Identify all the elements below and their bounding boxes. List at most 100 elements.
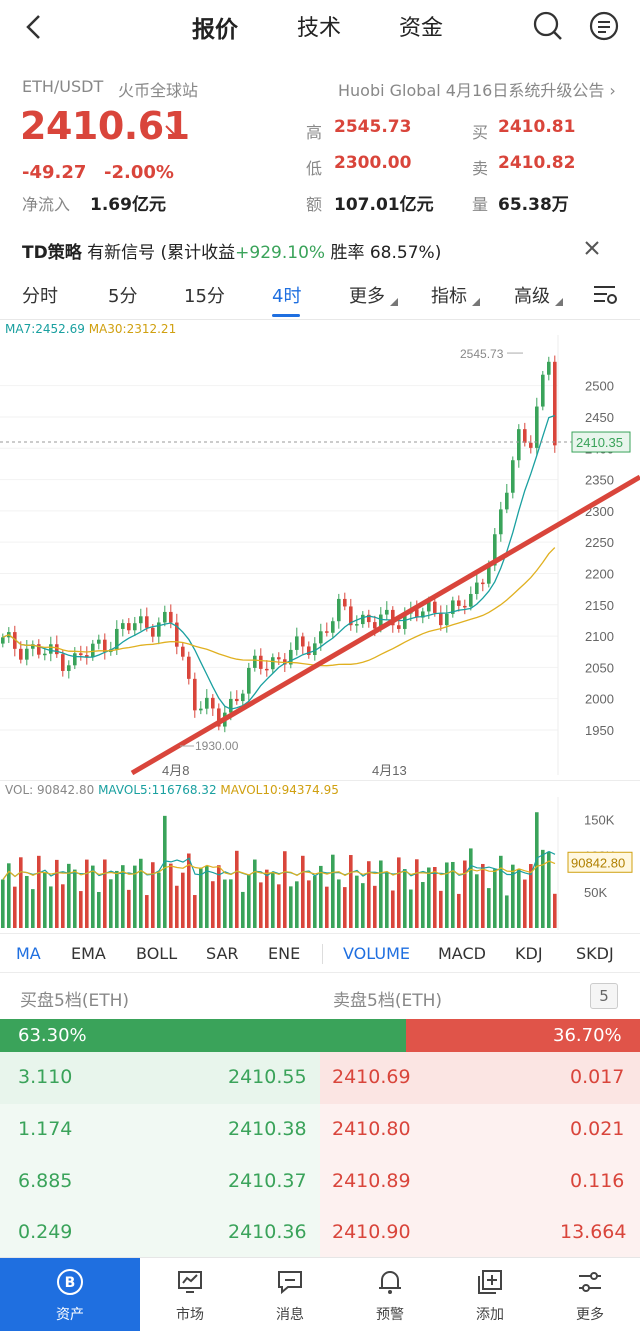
candle [67,665,71,671]
indicator-macd[interactable]: MACD [438,944,486,963]
tab-more[interactable]: 更多 [349,286,385,307]
market-chart-icon [178,1271,202,1293]
depth-selector[interactable]: 5 [590,983,618,1009]
bid-ratio-bar [0,1019,406,1052]
candle [205,697,209,709]
ask-price: 2410.69 [332,1066,411,1088]
candle [523,429,527,443]
orderbook-row[interactable]: 1.174 2410.38 2410.80 0.021 [0,1104,640,1156]
candle [511,460,515,493]
orderbook-row[interactable]: 6.885 2410.37 2410.89 0.116 [0,1156,640,1208]
sliders-icon [579,1272,601,1292]
indicator-sar[interactable]: SAR [206,944,239,963]
ask-title: 卖盘5档(ETH) [333,991,442,1011]
volume-bar [163,815,167,928]
volume-bar [463,860,467,928]
candle [31,644,35,649]
trendline [130,474,640,776]
tab-quote[interactable]: 报价 [192,17,238,43]
bid-qty: 6.885 [18,1170,73,1192]
candle [157,622,161,637]
sell-value: 2410.82 [498,153,576,173]
volume-bar [391,890,395,928]
nav-market[interactable]: 市场 [140,1258,240,1331]
indicator-skdj[interactable]: SKDJ [576,944,614,963]
indicator-kdj[interactable]: KDJ [515,944,543,963]
sell-label: 卖 [472,159,489,178]
volume-bar [457,893,461,928]
volume-bar [427,867,431,928]
tab-funds[interactable]: 资金 [399,16,444,41]
divider [0,933,640,934]
volume-bar [85,859,89,928]
candle [61,654,65,671]
candle [553,361,557,446]
indicator-ma[interactable]: MA [16,944,41,963]
nav-label: 资产 [56,1307,84,1323]
price-chart[interactable]: 1950200020502100215022002250230023502400… [0,335,640,780]
candle [79,653,83,656]
candle [139,616,143,624]
td-strategy-banner[interactable]: TD策略 有新信号 (累计收益+929.10% 胜率 68.57%) [22,238,441,263]
menu-icon[interactable] [588,10,620,42]
volume-value: 65.38万 [498,195,569,215]
indicator-ene[interactable]: ENE [268,944,301,963]
tab-15min[interactable]: 15分 [184,286,225,307]
volume-bar [313,876,317,928]
volume-bar [199,867,203,928]
volume-bar [493,869,497,928]
notice-link[interactable]: Huobi Global 4月16日系统升级公告 › [338,77,616,101]
candle [247,667,251,694]
tab-indicators[interactable]: 指标 [431,286,467,307]
indicator-volume[interactable]: VOLUME [343,944,410,963]
indicator-ema[interactable]: EMA [71,944,106,963]
buy-label: 买 [472,123,489,142]
chevron-right-icon: › [609,81,616,100]
bottom-nav: B 资产 市场 消息 预警 添加 [0,1257,640,1331]
volume-bar [307,880,311,928]
candle [457,600,461,606]
close-icon[interactable] [583,239,601,257]
candle [163,611,167,623]
chart-settings-icon[interactable] [591,281,619,307]
ask-ratio-bar [406,1019,640,1052]
orderbook-row[interactable]: 0.249 2410.36 2410.90 13.664 [0,1207,640,1259]
ask-price: 2410.80 [332,1118,411,1140]
volume-bar [373,885,377,928]
tab-advanced[interactable]: 高级 [514,286,550,307]
y-tick-label: 2350 [585,473,614,488]
orderbook-row[interactable]: 3.110 2410.55 2410.69 0.017 [0,1052,640,1104]
tab-timeshare[interactable]: 分时 [22,286,58,307]
tab-5min[interactable]: 5分 [108,286,138,307]
volume-bar [385,872,389,928]
volume-bar [253,859,257,928]
nav-label: 更多 [576,1307,604,1323]
y-tick-label: 2150 [585,598,614,613]
nav-add[interactable]: 添加 [440,1258,540,1331]
vol-tick-label: 150K [584,812,615,827]
volume-bar [127,889,131,928]
volume-bar [553,893,557,928]
candle [493,534,497,566]
divider [0,972,640,973]
candle [373,622,377,629]
volume-chart[interactable]: 50K100K150K90842.80 [0,797,640,930]
message-icon [278,1271,302,1295]
volume-bar [523,879,527,928]
nav-more[interactable]: 更多 [540,1258,640,1331]
volume-bar [157,872,161,928]
tab-4h[interactable]: 4时 [272,286,302,307]
volume-bar [301,855,305,928]
volume-bar [223,879,227,928]
volume-bar [331,854,335,928]
back-icon[interactable] [22,12,46,42]
nav-assets[interactable]: B 资产 [0,1258,140,1331]
nav-alerts[interactable]: 预警 [340,1258,440,1331]
ask-price: 2410.90 [332,1221,411,1243]
nav-messages[interactable]: 消息 [240,1258,340,1331]
indicator-boll[interactable]: BOLL [136,944,178,963]
volume-label: 量 [472,195,489,214]
candle [19,648,23,660]
search-icon[interactable] [532,10,564,42]
tab-technical[interactable]: 技术 [297,16,342,41]
